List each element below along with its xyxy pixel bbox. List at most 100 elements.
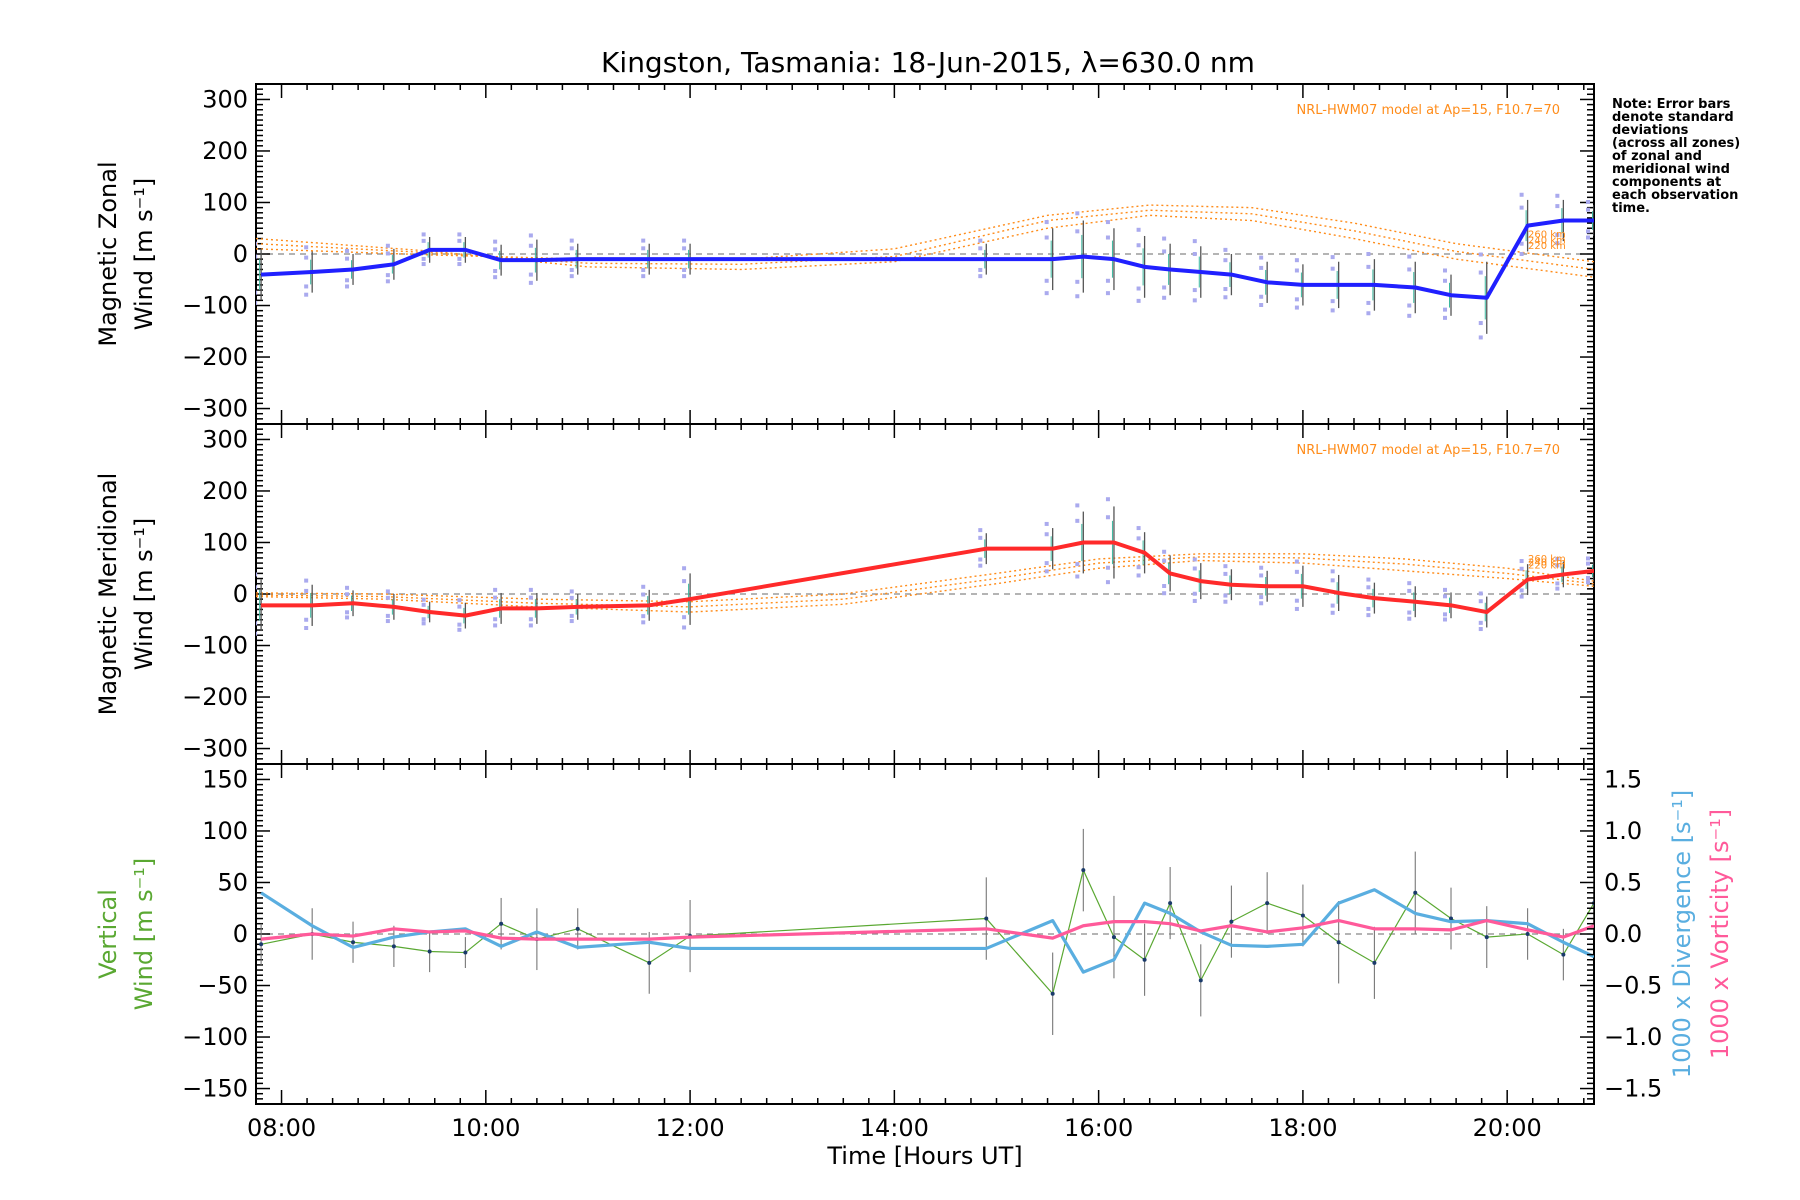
- zone-sample-marker: [1330, 603, 1335, 608]
- zone-sample-marker: [345, 284, 350, 289]
- zone-sample-marker: [528, 587, 533, 592]
- zone-sample-marker: [385, 619, 390, 624]
- zone-sample-marker: [493, 247, 498, 252]
- model-label: NRL-HWM07 model at Ap=15, F10.7=70: [1297, 443, 1561, 458]
- x-tick-label: 18:00: [1268, 1114, 1337, 1142]
- zone-sample-marker: [421, 232, 426, 237]
- zone-sample-marker: [1294, 606, 1299, 611]
- zone-sample-marker: [493, 587, 498, 592]
- vertical-wind-point: [1336, 940, 1341, 945]
- zone-sample-marker: [1259, 303, 1264, 307]
- zone-sample-marker: [569, 246, 574, 251]
- zone-sample-marker: [1555, 193, 1560, 198]
- zone-sample-marker: [569, 619, 574, 624]
- zone-sample-marker: [1366, 311, 1371, 316]
- y-tick-label: 0: [233, 240, 248, 268]
- zone-sample-marker: [1294, 258, 1299, 263]
- model-label: NRL-HWM07 model at Ap=15, F10.7=70: [1297, 103, 1561, 118]
- zone-sample-marker: [1136, 565, 1141, 570]
- zone-sample-marker: [978, 528, 983, 533]
- zone-sample-marker: [1162, 236, 1167, 241]
- zone-sample-marker: [493, 595, 498, 600]
- zone-sample-marker: [528, 280, 533, 285]
- zone-sample-marker: [1586, 576, 1590, 581]
- y-tick-label: 100: [202, 528, 248, 556]
- zone-sample-marker: [682, 274, 687, 279]
- zone-sample-marker: [1366, 300, 1371, 305]
- zone-sample-marker: [1162, 558, 1167, 563]
- zone-sample-marker: [304, 255, 309, 260]
- zone-sample-marker: [1136, 227, 1141, 232]
- zone-sample-marker: [1330, 266, 1335, 271]
- zone-sample-marker: [1330, 610, 1335, 615]
- zone-sample-marker: [569, 613, 574, 618]
- zone-sample-marker: [1555, 586, 1560, 591]
- zone-sample-marker: [256, 585, 258, 590]
- plot-area: [256, 497, 1594, 636]
- zone-sample-marker: [1192, 566, 1197, 571]
- zone-sample-marker: [1075, 229, 1080, 234]
- zone-sample-marker: [385, 613, 390, 618]
- zone-sample-marker: [493, 623, 498, 628]
- zone-sample-marker: [256, 241, 258, 246]
- zone-sample-marker: [1136, 298, 1141, 303]
- zone-sample-marker: [1443, 617, 1448, 622]
- y2-axis-title: 1000 x Divergence [s⁻¹]: [1668, 790, 1696, 1078]
- panel-meridional: 300 200 100 0 −100 −200 −300 Magnetic Meridiona…: [94, 423, 1595, 765]
- zone-sample-marker: [1294, 305, 1299, 310]
- zone-sample-marker: [1330, 308, 1335, 313]
- plot-area: [259, 828, 1594, 1035]
- zone-sample-marker: [1075, 518, 1080, 523]
- zone-sample-marker: [1294, 297, 1299, 302]
- model-line: [256, 556, 1594, 608]
- zonal-wind-line: [261, 218, 1594, 300]
- vertical-wind-point: [1050, 991, 1055, 996]
- zone-sample-marker: [304, 617, 309, 622]
- zone-sample-marker: [1075, 574, 1080, 579]
- zone-sample-marker: [1478, 591, 1483, 596]
- zone-sample-marker: [1162, 295, 1167, 300]
- vertical-wind-point: [1449, 916, 1454, 921]
- zone-sample-marker: [569, 274, 574, 279]
- zone-sample-marker: [1294, 268, 1299, 273]
- zone-sample-marker: [1105, 565, 1110, 570]
- zone-sample-marker: [682, 579, 687, 584]
- zone-sample-marker: [1478, 270, 1483, 275]
- model-altitude-label: 260 km: [1528, 230, 1566, 241]
- y-tick-label: 0: [233, 920, 248, 948]
- zone-sample-marker: [1330, 578, 1335, 583]
- zone-sample-marker: [1294, 569, 1299, 574]
- zone-sample-marker: [1044, 532, 1049, 537]
- vertical-wind-point: [463, 950, 468, 955]
- zone-sample-marker: [1555, 204, 1560, 209]
- zone-sample-marker: [1586, 207, 1590, 212]
- zone-sample-marker: [1586, 580, 1590, 585]
- zone-sample-marker: [1105, 278, 1110, 283]
- zone-sample-marker: [493, 617, 498, 622]
- x-tick-label: 20:00: [1473, 1114, 1542, 1142]
- vertical-wind-point: [575, 926, 580, 931]
- zone-sample-marker: [1105, 220, 1110, 225]
- vertical-wind-point: [1229, 919, 1234, 924]
- y-tick-label: 100: [202, 817, 248, 845]
- y-tick-label: −200: [182, 683, 248, 711]
- zone-sample-marker: [345, 278, 350, 283]
- zone-sample-marker: [1162, 584, 1167, 589]
- zone-sample-marker: [1044, 561, 1049, 566]
- zone-sample-marker: [345, 615, 350, 620]
- x-tick-label: 10:00: [451, 1114, 520, 1142]
- zone-sample-marker: [1478, 252, 1483, 257]
- zone-sample-marker: [1407, 267, 1412, 272]
- vertical-wind-point: [391, 944, 396, 949]
- zone-sample-marker: [1586, 229, 1590, 234]
- model-altitude-label: 240 km: [1528, 557, 1566, 568]
- zone-sample-marker: [978, 274, 983, 279]
- zone-sample-marker: [1105, 291, 1110, 296]
- zone-sample-marker: [1366, 613, 1371, 618]
- zone-sample-marker: [493, 275, 498, 280]
- zone-sample-marker: [1044, 569, 1049, 574]
- zone-sample-marker: [1259, 294, 1264, 299]
- zone-sample-marker: [1075, 294, 1080, 299]
- zone-sample-marker: [385, 243, 390, 248]
- zone-sample-marker: [304, 245, 309, 250]
